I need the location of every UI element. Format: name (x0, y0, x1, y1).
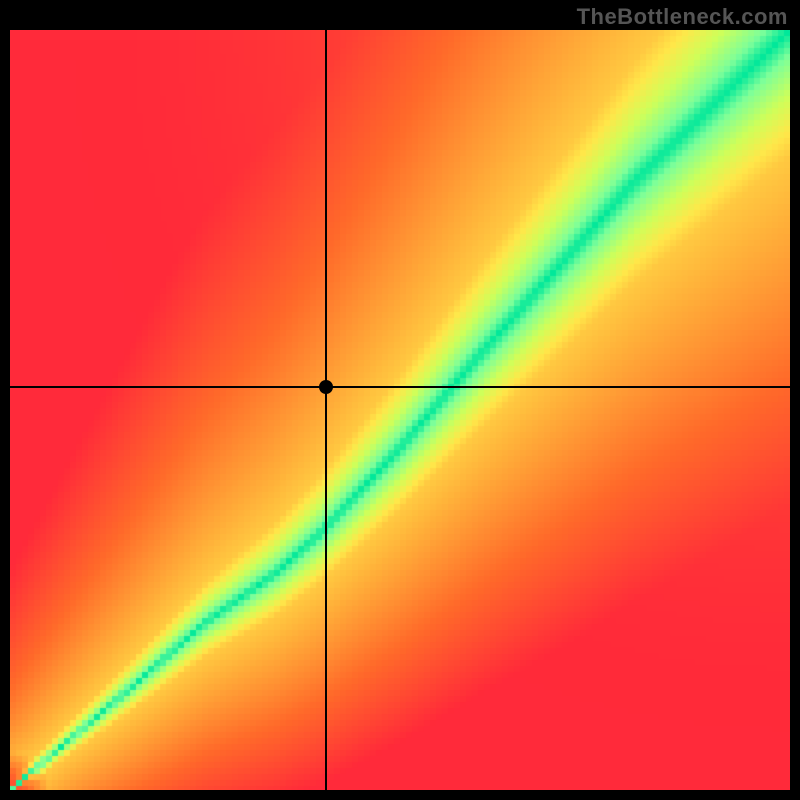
crosshair-vertical (325, 30, 327, 790)
heatmap-canvas (10, 30, 790, 790)
watermark-text: TheBottleneck.com (577, 4, 788, 30)
crosshair-horizontal (10, 386, 790, 388)
data-point-marker (319, 380, 333, 394)
